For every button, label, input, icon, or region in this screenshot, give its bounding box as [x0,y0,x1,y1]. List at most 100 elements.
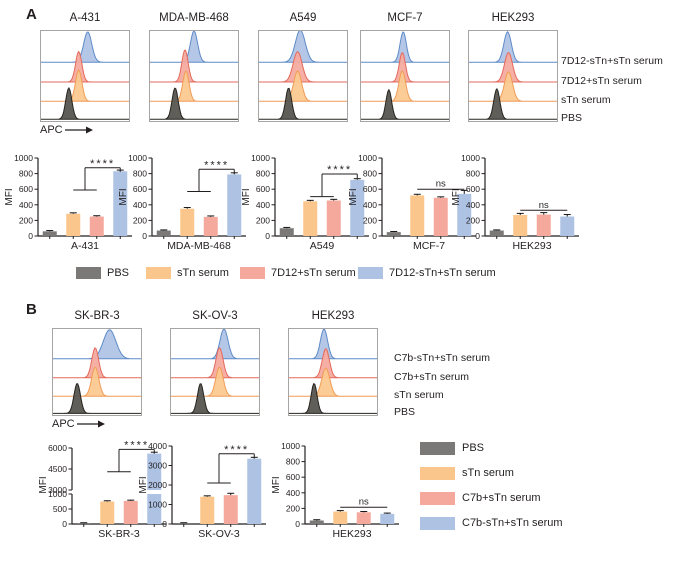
y-tick-label: 4000 [148,441,167,451]
bar [76,523,91,524]
y-tick-label: 800 [466,169,480,179]
y-tick-label: 600 [133,184,147,194]
x-axis-cell-line-label: SK-BR-3 [98,528,140,540]
plot-frame [360,30,450,122]
y-tick-label: 400 [466,200,480,210]
legend-swatch [358,267,383,279]
bar [513,214,528,236]
histogram-plot [52,328,142,421]
bar [200,496,215,524]
legend-label: sTn serum [462,467,514,479]
histogram-trace [360,31,450,63]
legend-label: C7b+sTn serum [462,492,541,504]
significance-stars: **** [124,439,149,451]
y-tick-label: 0 [142,231,147,241]
mfi-bar-chart: 0 200 400 600 800 1000 **** MFI MDA-MB-468 [118,148,250,261]
y-axis-title: MFI [451,188,462,205]
legend-label: PBS [107,267,130,279]
bar [356,512,371,524]
plot-frame [170,328,260,416]
bar [433,197,448,236]
y-tick-label: 0 [475,231,480,241]
histogram-plot [288,328,378,421]
histogram-trace [468,87,558,120]
plot-frame [149,30,239,122]
flow-histogram [52,328,142,416]
histogram-plot [258,29,348,127]
panel-b-label: B [26,301,38,318]
histogram-trace [52,383,142,414]
bar [350,179,365,236]
bar-chart-MCF-7: 0 200 400 600 800 1000 ns MFI MCF-7 [348,153,476,252]
legend-label: sTn serum [177,267,229,279]
legend-swatch [420,442,455,455]
y-tick-label: 0 [372,231,377,241]
histogram-plot [468,30,558,127]
mfi-bar-chart: 0 200 400 600 800 1000 ns MFI HEK293 [451,148,583,261]
bar-chart-A549: 0 200 400 600 800 1000 **** MFI A549 [241,153,369,252]
bar [147,453,162,490]
bar [123,500,138,524]
flow-histogram [258,29,348,122]
x-axis-cell-line-label: SK-OV-3 [198,528,240,540]
y-tick-label: 800 [19,169,33,179]
y-tick-label: 1000 [251,153,270,163]
histogram-trace [170,383,260,414]
flow-histogram [288,328,378,416]
histogram-title: SK-BR-3 [74,310,120,322]
bar [457,193,472,236]
bar [66,213,81,236]
y-tick-label: 200 [19,215,33,225]
histogram-trace [40,69,130,102]
y-tick-label: 200 [256,215,270,225]
bar [156,230,171,236]
plot-frame [40,30,130,122]
bar [223,495,238,524]
histogram-trace [468,51,558,83]
y-axis-title: MFI [348,188,359,205]
bar [279,228,294,236]
plot-frame [288,328,378,416]
y-tick-label: 0 [162,519,167,529]
histogram-trace [149,70,239,102]
bar-chart-HEK293: 0 200 400 600 800 1000 ns MFI HEK293 [271,441,399,540]
right-arrow-icon [64,126,93,134]
histogram-trace [258,87,348,120]
bar [309,520,324,524]
flow-trace-label: C7b-sTn+sTn serum [394,351,490,364]
histogram-trace [258,50,348,83]
legend-label: C7b-sTn+sTn serum [462,517,563,529]
legend-label: 7D12-sTn+sTn serum [389,267,496,279]
y-tick-label: 400 [363,200,377,210]
y-tick-label: 800 [286,457,300,467]
y-tick-label: 1000 [358,153,377,163]
y-tick-label: 1000 [128,153,147,163]
bar-chart-A-431: 0 200 400 600 800 1000 **** MFI A-431 [4,153,132,252]
histogram-trace [52,366,142,397]
flow-trace-label: 7D12+sTn serum [561,74,642,87]
bar [89,216,104,236]
plot-frame [468,30,558,122]
apc-text: APC [52,418,75,430]
histogram-plot [40,30,130,127]
y-tick-label: 600 [286,472,300,482]
histogram-trace [288,328,378,360]
y-tick-label: 0 [62,519,67,529]
bar [147,494,162,524]
apc-axis-label: APC [52,418,105,430]
y-tick-label: 500 [53,504,67,514]
y-axis-title: MFI [271,476,282,493]
bar [489,230,504,236]
flow-trace-label: sTn serum [394,389,444,402]
y-axis-title: MFI [241,188,252,205]
legend-swatch [420,517,455,530]
y-tick-label: 600 [466,184,480,194]
bar [303,201,318,236]
flow-histogram [40,30,130,122]
y-axis-title: MFI [38,476,49,493]
y-tick-label: 600 [363,184,377,194]
histogram-trace [40,50,130,83]
significance-stars: **** [327,164,352,176]
